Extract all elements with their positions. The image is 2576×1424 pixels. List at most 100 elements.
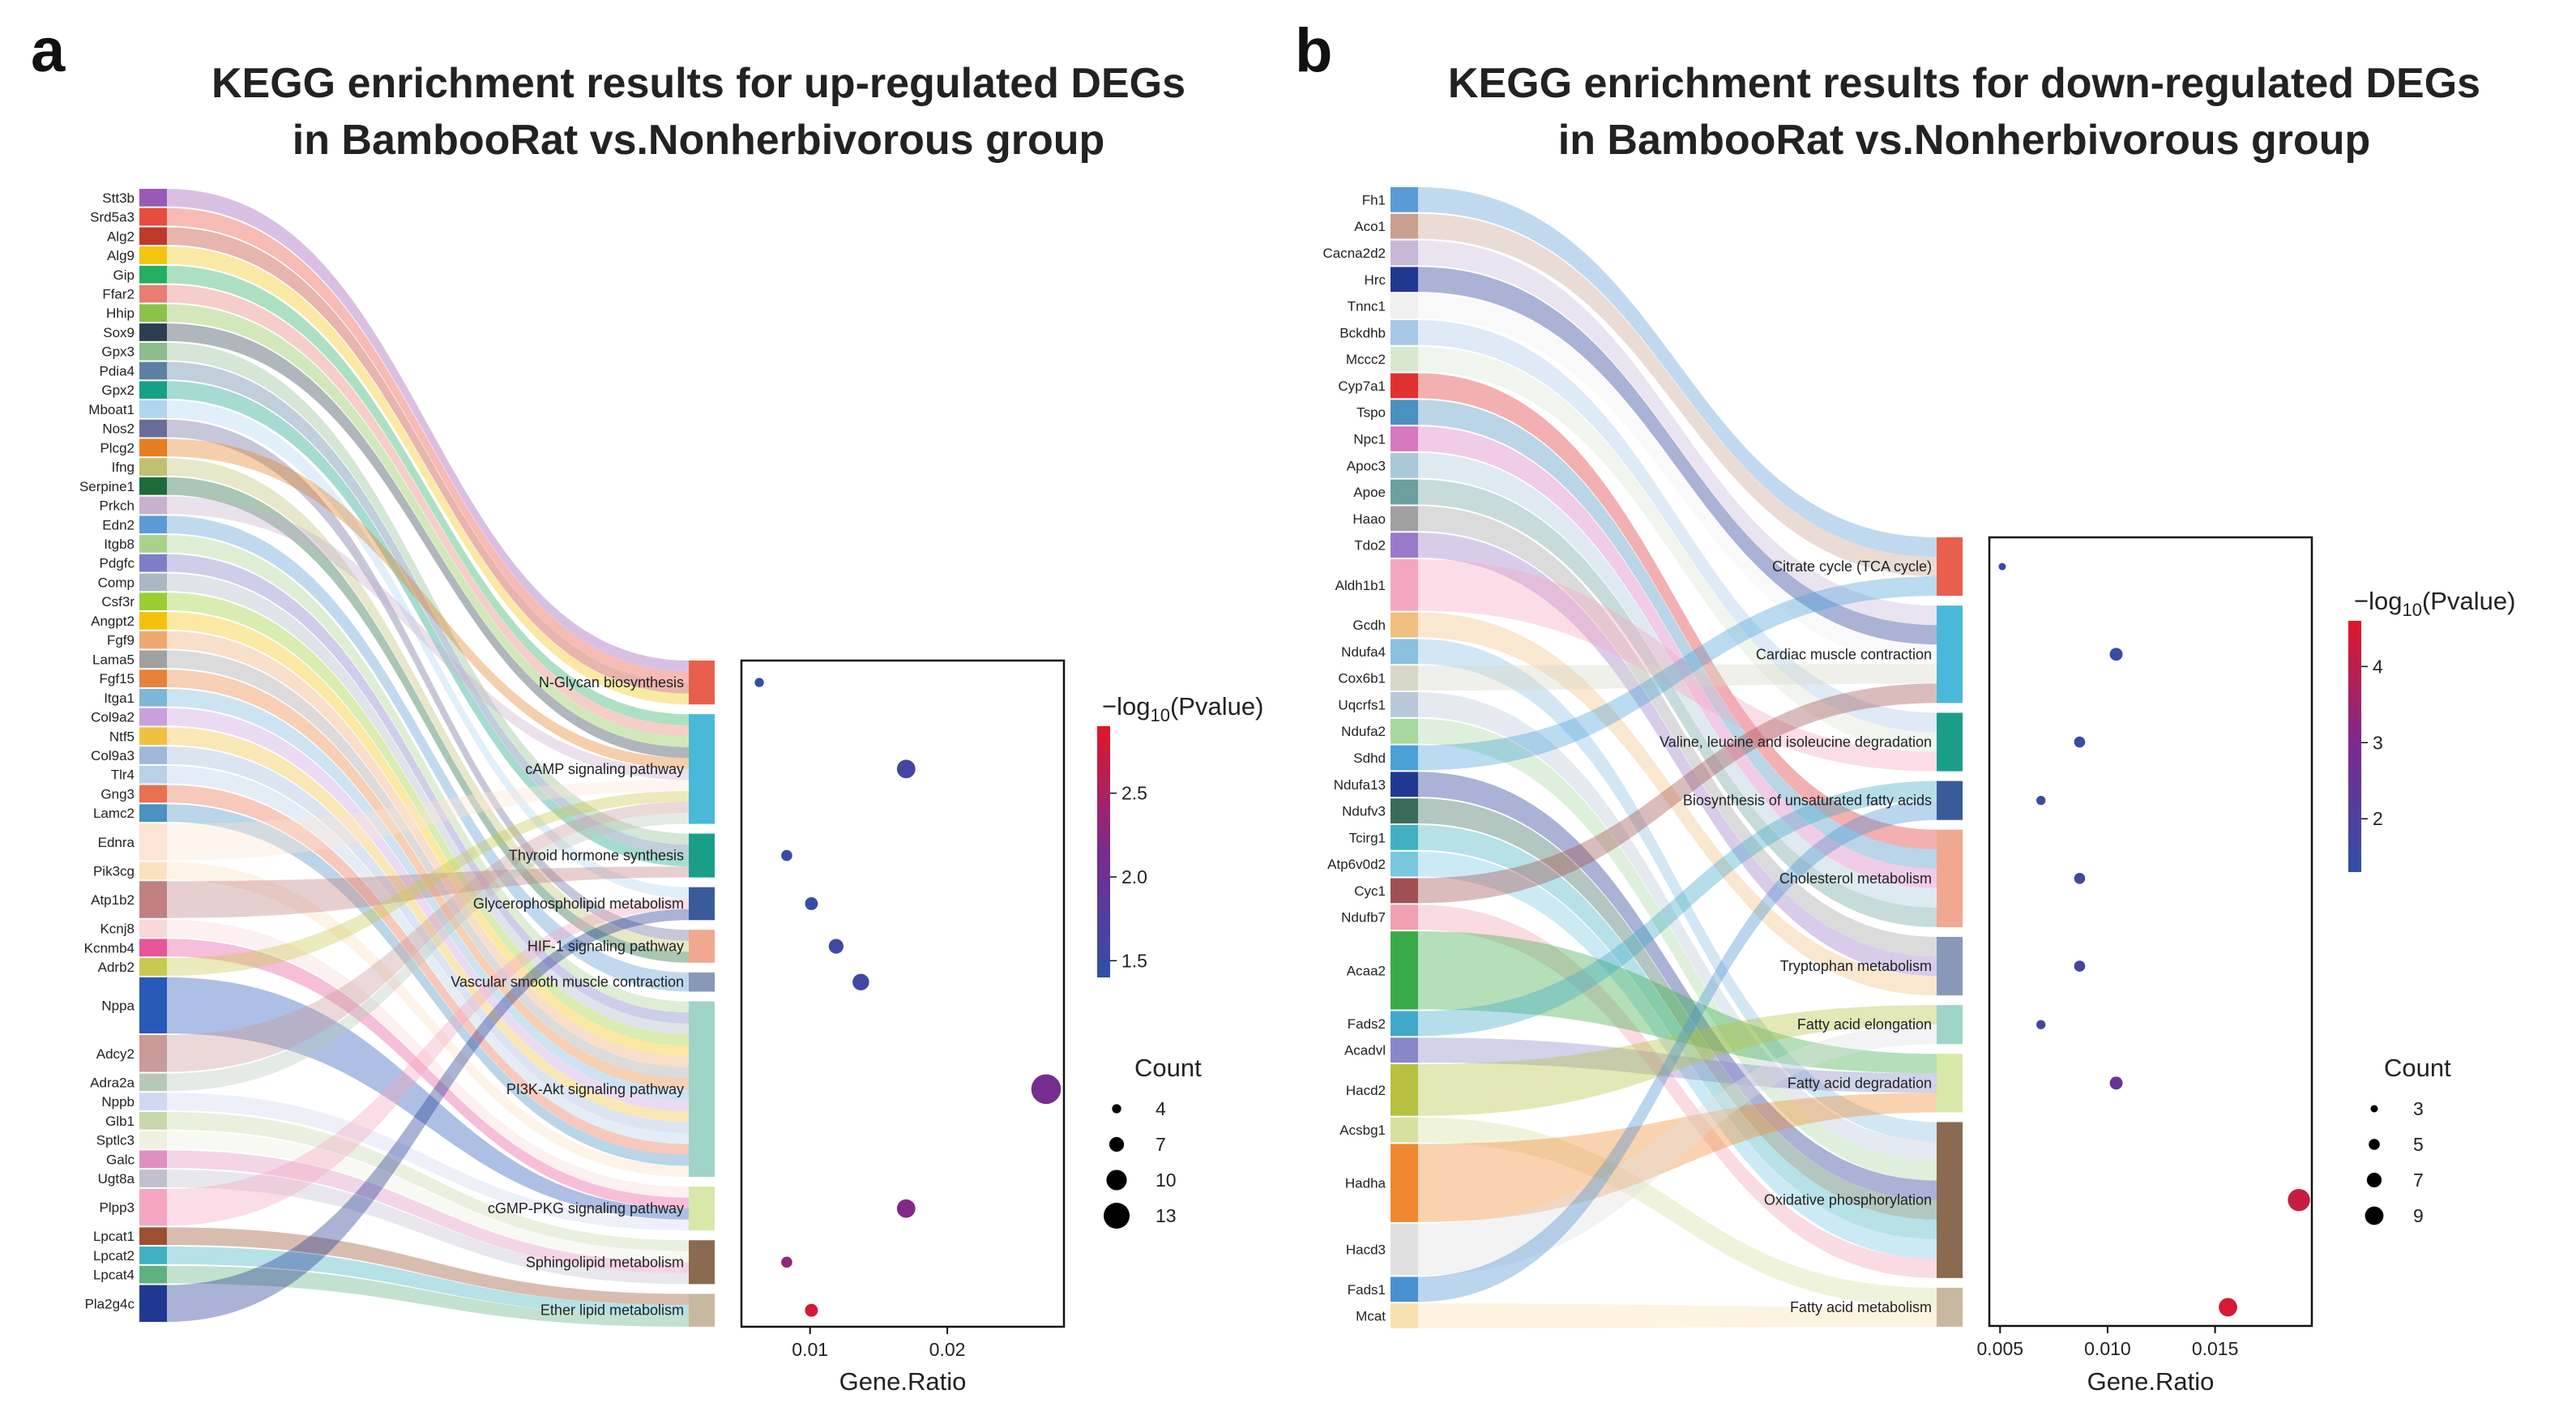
- gene-node: [139, 304, 167, 323]
- gene-node: [139, 1170, 167, 1187]
- pathway-label: Fatty acid metabolism: [1790, 1299, 1932, 1315]
- panel-a-legends: −log10(Pvalue) Count 2.5 2.0 1.5 4 7 10 13: [1097, 692, 1263, 1229]
- gene-node: [1391, 373, 1418, 399]
- gene-node: [1391, 612, 1418, 638]
- gene-node: [1391, 718, 1418, 744]
- gene-label: Pdgfc: [100, 556, 135, 571]
- gene-label: Gpx2: [101, 383, 135, 398]
- gene-node: [1391, 400, 1418, 425]
- gene-node: [1391, 319, 1418, 345]
- gene-node: [139, 823, 167, 861]
- gene-node: [1391, 639, 1418, 665]
- size-legend-label: 4: [1156, 1098, 1166, 1119]
- gene-label: Mcat: [1356, 1309, 1386, 1324]
- gene-node: [139, 438, 167, 457]
- sankey-link: [167, 727, 689, 1123]
- sankey-link: [167, 477, 689, 963]
- sankey-link: [1418, 559, 1937, 772]
- gene-label: Nppa: [101, 998, 135, 1013]
- gene-label: Gng3: [100, 786, 135, 802]
- gene-label: Cyp7a1: [1338, 378, 1386, 394]
- size-legend-label: 7: [1156, 1134, 1166, 1155]
- gene-node: [139, 458, 167, 476]
- panel-letter-a: a: [31, 16, 66, 85]
- colorbar: [2348, 621, 2361, 872]
- gene-node: [1391, 1144, 1418, 1222]
- sankey-link: [167, 650, 689, 1079]
- gene-node: [139, 785, 167, 803]
- gene-node: [1391, 187, 1418, 212]
- gene-label: Atp1b2: [91, 892, 135, 908]
- panel-b-title-line-1: KEGG enrichment results for down-regulat…: [1448, 60, 2480, 107]
- sankey-link: [167, 804, 689, 1166]
- gene-node: [1391, 904, 1418, 930]
- sankey-link: [167, 631, 689, 1067]
- gene-node: [1391, 878, 1418, 904]
- size-legend-dot: [2365, 1206, 2384, 1225]
- panel-a-title-line-1: KEGG enrichment results for up-regulated…: [211, 60, 1185, 107]
- size-legend-label: 3: [2413, 1098, 2424, 1119]
- gene-node: [1391, 1117, 1418, 1143]
- gene-node: [139, 207, 167, 226]
- sankey-link: [1418, 800, 1937, 1302]
- gene-node: [139, 688, 167, 707]
- gene-node: [1391, 851, 1418, 877]
- pathway-label: Fatty acid degradation: [1788, 1075, 1932, 1091]
- gene-label: Lpcat4: [93, 1268, 135, 1283]
- panel-a-sankey: Stt3b Srd5a3 Alg2 Alg9 Gip Ffar2 Hhip Sox9 Gpx3 P…: [79, 189, 715, 1327]
- colorbar-tick-label: 4: [2373, 656, 2383, 677]
- colorbar-tick-label: 3: [2373, 732, 2383, 753]
- pathway-label: Cardiac muscle contraction: [1756, 646, 1932, 662]
- gene-node: [139, 862, 167, 880]
- gene-label: Stt3b: [102, 190, 135, 206]
- gene-label: Tcirg1: [1349, 830, 1386, 845]
- sankey-link: [1418, 1005, 1937, 1116]
- sankey-link: [167, 1265, 689, 1327]
- size-legend-label: 13: [1156, 1205, 1177, 1226]
- sankey-link: [167, 573, 689, 1035]
- pathway-label: Thyroid hormone synthesis: [509, 848, 684, 864]
- gene-label: Pik3cg: [93, 863, 135, 879]
- gene-label: Nos2: [102, 421, 135, 437]
- sankey-link: [167, 939, 689, 1209]
- pathway-node: [1937, 537, 1963, 597]
- gene-node: [139, 669, 167, 687]
- gene-label: Srd5a3: [90, 210, 135, 225]
- gene-node: [139, 612, 167, 630]
- panel-a-dotplot: Gene.Ratio 0.01 0.02: [740, 659, 1066, 1396]
- gene-node: [1391, 213, 1418, 239]
- gene-node: [1391, 479, 1418, 505]
- panel-a-plot-frame: [740, 659, 1066, 1328]
- sankey-link: [167, 284, 689, 737]
- gene-label: Acadvl: [1344, 1043, 1386, 1058]
- sankey-link: [167, 381, 689, 867]
- gene-label: Fads2: [1348, 1016, 1386, 1032]
- sankey-link: [167, 785, 689, 1156]
- size-legend-label: 7: [2413, 1170, 2424, 1191]
- gene-label: Hacd3: [1346, 1242, 1386, 1258]
- sankey-link: [167, 977, 689, 1220]
- gene-node: [139, 1188, 167, 1226]
- sankey-link: [1418, 824, 1937, 1239]
- gene-node: [1391, 1064, 1418, 1116]
- gene-label: Hhip: [106, 306, 135, 321]
- pathway-label: Glycerophospholipid metabolism: [473, 896, 684, 912]
- gene-node: [1391, 426, 1418, 451]
- sankey-link: [1418, 664, 1937, 691]
- pathway-node: [689, 1240, 715, 1285]
- sankey-link: [167, 246, 689, 705]
- gene-node: [139, 977, 167, 1034]
- sankey-link: [167, 919, 689, 1198]
- pathway-label: Tryptophan metabolism: [1780, 958, 1932, 974]
- panel-b-legends: −log10(Pvalue) Count 4 3 2 3 5 7 9: [2348, 587, 2515, 1226]
- gene-node: [1391, 798, 1418, 823]
- gene-label: Apoc3: [1347, 458, 1386, 473]
- gene-label: Fads1: [1348, 1282, 1386, 1298]
- gene-label: Edn2: [102, 517, 135, 532]
- gene-node: [139, 765, 167, 784]
- size-legend-dot: [1112, 1104, 1121, 1114]
- gene-node: [139, 919, 167, 938]
- sankey-link: [1418, 346, 1937, 752]
- sankey-link: [1418, 373, 1937, 849]
- pathway-node: [1937, 1122, 1963, 1278]
